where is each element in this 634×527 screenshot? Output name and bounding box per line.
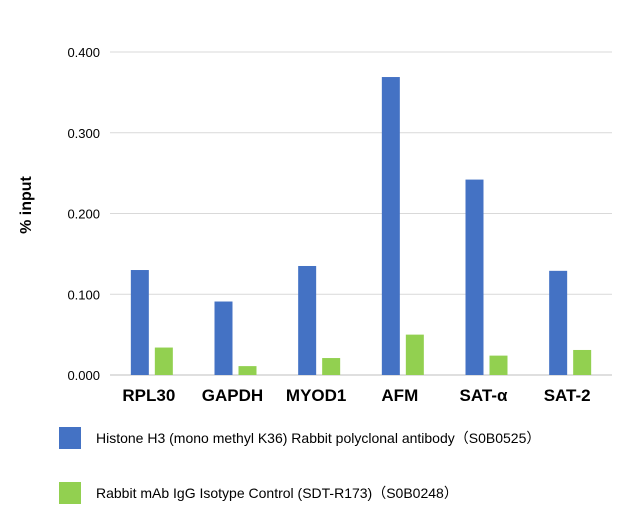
y-tick-label: 0.400 bbox=[67, 45, 100, 60]
bars bbox=[130, 77, 592, 375]
legend-label: Rabbit mAb IgG Isotype Control (SDT-R173… bbox=[96, 485, 458, 501]
y-tick-label: 0.000 bbox=[67, 368, 100, 383]
legend-swatch bbox=[59, 427, 81, 449]
legend: Histone H3 (mono methyl K36) Rabbit poly… bbox=[59, 427, 540, 504]
x-tick-label: MYOD1 bbox=[286, 386, 346, 405]
x-axis-ticks: RPL30 GAPDH MYOD1 AFM SAT-α SAT-2 bbox=[122, 386, 590, 405]
bar-control-3 bbox=[405, 334, 424, 375]
y-tick-label: 0.200 bbox=[67, 207, 100, 222]
bar-histone-0 bbox=[130, 270, 149, 375]
x-tick-label: AFM bbox=[381, 386, 418, 405]
bar-histone-2 bbox=[298, 265, 317, 375]
x-tick-label: GAPDH bbox=[202, 386, 263, 405]
bar-control-1 bbox=[238, 366, 257, 375]
bar-histone-3 bbox=[381, 77, 400, 375]
bar-control-4 bbox=[489, 355, 508, 375]
y-axis-ticks: 0.000 0.100 0.200 0.300 0.400 bbox=[67, 45, 100, 383]
y-tick-label: 0.300 bbox=[67, 126, 100, 141]
bar-histone-5 bbox=[549, 270, 568, 375]
legend-label: Histone H3 (mono methyl K36) Rabbit poly… bbox=[96, 430, 540, 446]
bar-control-2 bbox=[322, 358, 341, 375]
x-tick-label: SAT-α bbox=[460, 386, 508, 405]
y-axis-label: % input bbox=[18, 175, 35, 233]
bar-histone-1 bbox=[214, 301, 233, 375]
legend-swatch bbox=[59, 482, 81, 504]
x-tick-label: SAT-2 bbox=[544, 386, 591, 405]
gridlines bbox=[110, 51, 612, 376]
y-tick-label: 0.100 bbox=[67, 287, 100, 302]
x-tick-label: RPL30 bbox=[122, 386, 175, 405]
bar-control-0 bbox=[154, 347, 173, 375]
bar-control-5 bbox=[573, 349, 592, 375]
bar-histone-4 bbox=[465, 179, 484, 375]
